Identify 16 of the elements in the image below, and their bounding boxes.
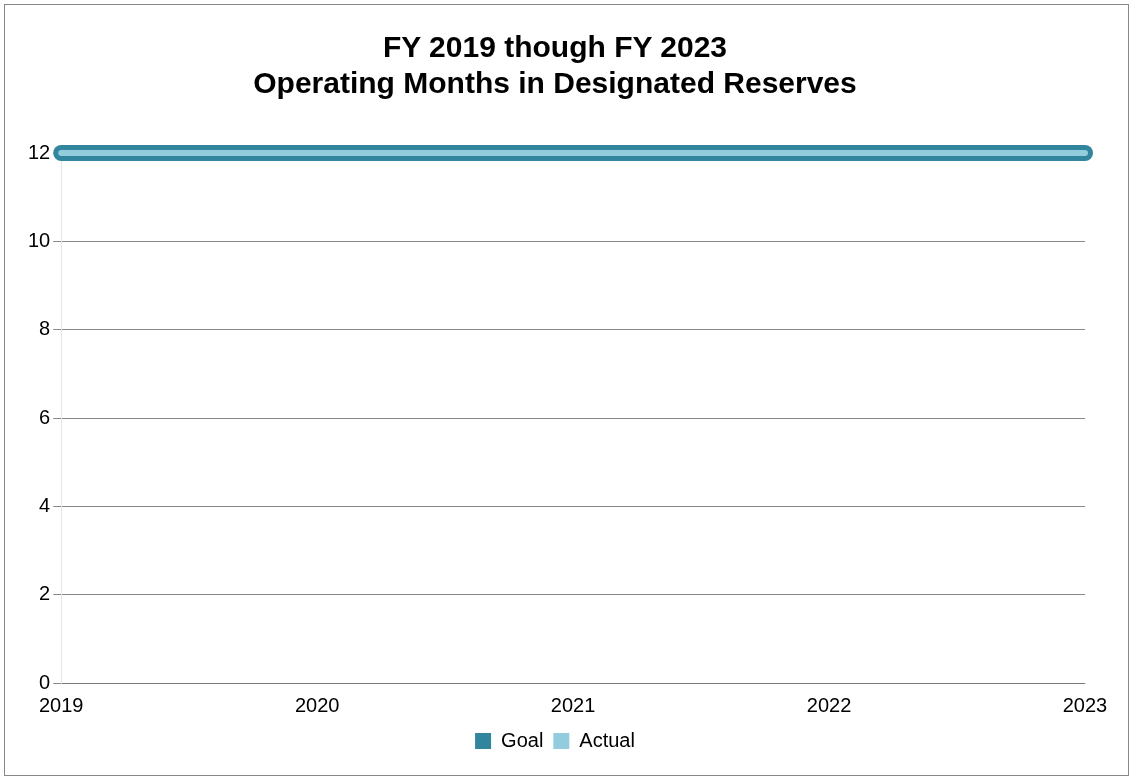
- y-tick-label: 8: [39, 317, 51, 340]
- legend-label: Actual: [579, 728, 635, 751]
- x-tick-label: 2020: [294, 693, 340, 716]
- y-tick-label: 6: [39, 405, 51, 428]
- y-tick-label: 10: [28, 228, 51, 251]
- x-tick-label: 2021: [550, 693, 596, 716]
- x-tick-label: 2019: [39, 693, 84, 716]
- x-tick-label: 2023: [1062, 693, 1108, 716]
- legend-label: Goal: [501, 728, 544, 751]
- text: Operating Months in Designated Reserves: [253, 66, 857, 100]
- text: FY 2019 though FY 2023: [382, 30, 728, 64]
- y-tick-label: 2: [39, 582, 51, 605]
- y-tick-label: 12: [28, 140, 51, 163]
- y-tick-label: 4: [39, 493, 51, 516]
- x-tick-label: 2022: [806, 693, 852, 716]
- y-tick-label: 0: [39, 670, 51, 693]
